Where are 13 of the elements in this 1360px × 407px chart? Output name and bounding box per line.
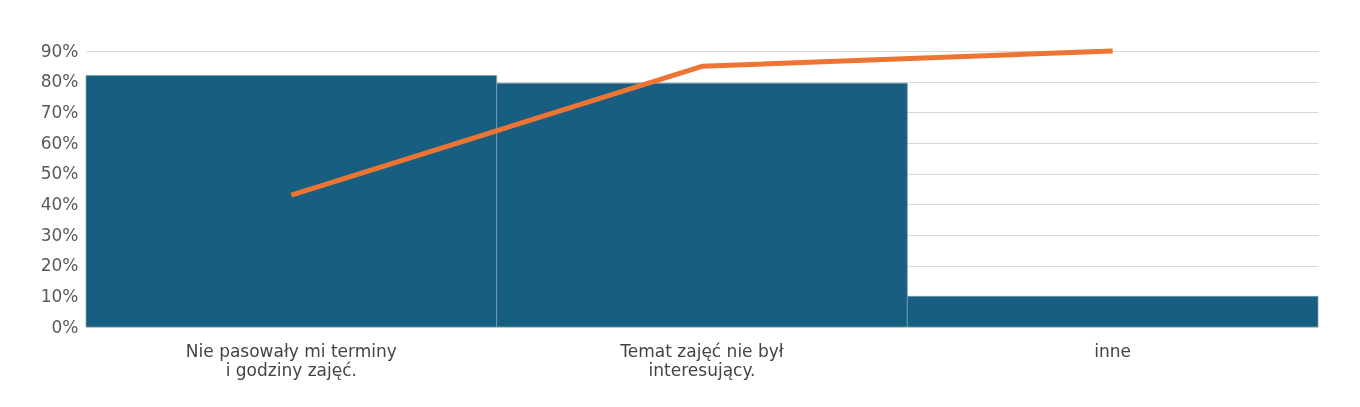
y-tick-label: 40% bbox=[40, 193, 79, 214]
y-tick-label: 10% bbox=[40, 285, 79, 306]
x-tick-label: Nie pasowały mi terminy i godziny zajęć. bbox=[185, 340, 397, 380]
y-tick-label: 90% bbox=[40, 40, 79, 61]
y-tick-label: 70% bbox=[40, 101, 79, 122]
y-tick-label: 50% bbox=[40, 163, 79, 184]
y-tick-label: 30% bbox=[40, 224, 79, 245]
x-tick-label: inne bbox=[1094, 340, 1132, 361]
y-tick-label: 20% bbox=[40, 255, 79, 276]
y-tick-label: 80% bbox=[40, 71, 79, 92]
x-tick-label: Temat zajęć nie był interesujący. bbox=[619, 340, 784, 380]
y-tick-label: 60% bbox=[40, 132, 79, 153]
y-tick-label: 0% bbox=[51, 316, 79, 337]
